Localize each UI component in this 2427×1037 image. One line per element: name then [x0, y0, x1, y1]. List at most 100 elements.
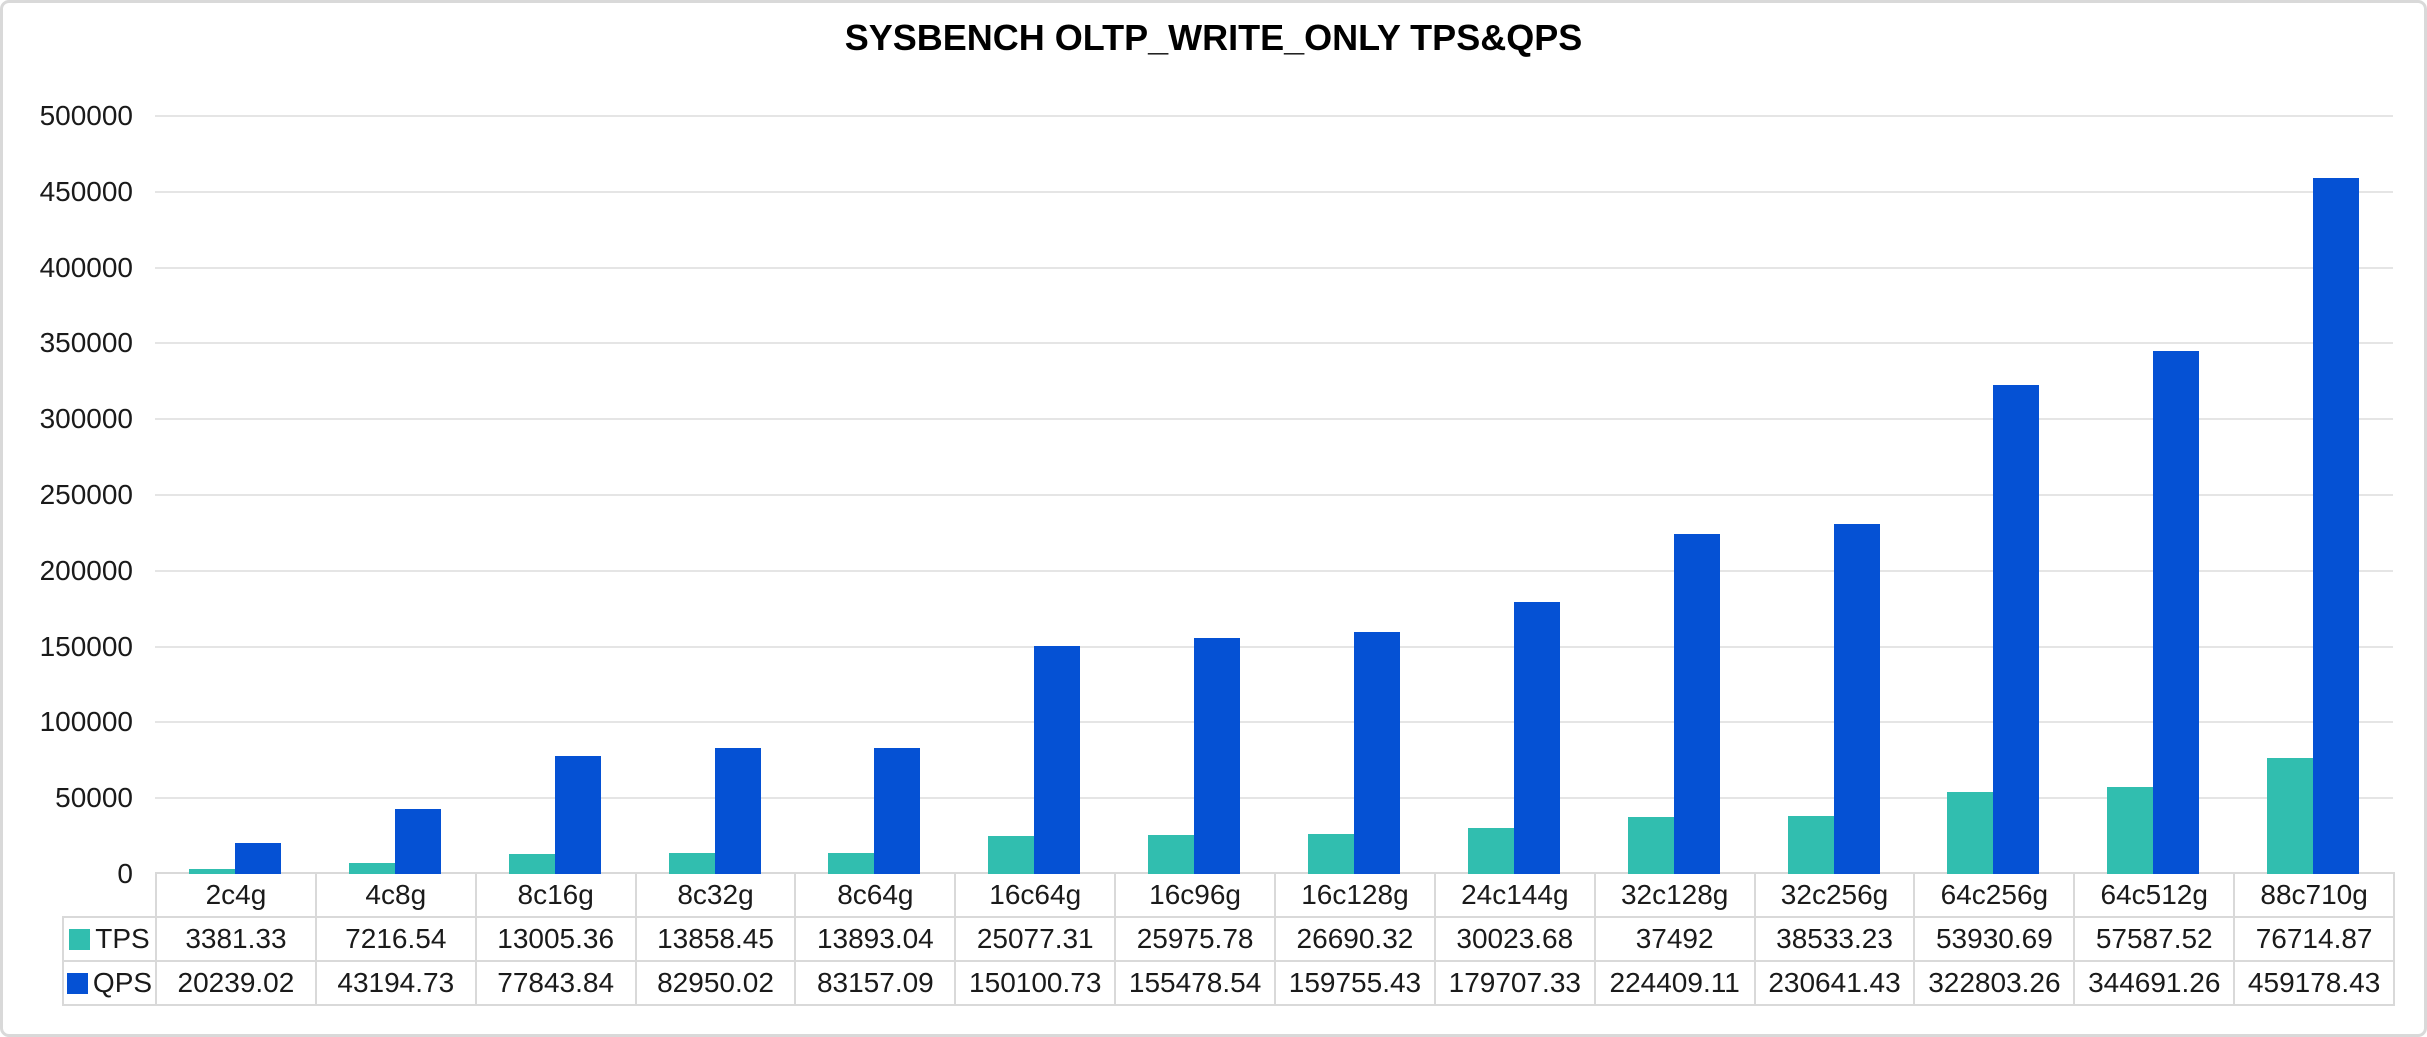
bar-tps-32c128g [1628, 817, 1674, 874]
bar-qps-2c4g [235, 843, 281, 874]
bar-tps-8c16g [509, 854, 555, 874]
y-axis-tick-label: 50000 [55, 782, 133, 813]
table-row-qps: QPS 20239.02 43194.73 77843.84 82950.02 83157… [62, 960, 2396, 1006]
category-header-8c32g: 8c32g [634, 872, 797, 918]
value-cell-tps-88c710g: 76714.87 [2233, 916, 2396, 962]
value-cell-qps-88c710g: 459178.43 [2233, 960, 2396, 1006]
bar-qps-8c64g [874, 748, 920, 874]
legend-key-qps: QPS [62, 960, 157, 1006]
category-header-88c710g: 88c710g [2233, 872, 2396, 918]
y-axis-tick-label: 250000 [39, 479, 133, 510]
y-axis-tick-label: 0 [117, 858, 133, 889]
value-cell-tps-32c256g: 38533.23 [1753, 916, 1916, 962]
category-header-16c128g: 16c128g [1274, 872, 1436, 918]
value-cell-qps-32c256g: 230641.43 [1753, 960, 1916, 1006]
bar-qps-4c8g [395, 809, 441, 874]
bar-qps-32c256g [1834, 524, 1880, 874]
bar-tps-2c4g [189, 869, 235, 874]
gridline-450000 [155, 191, 2393, 193]
value-cell-qps-32c128g: 224409.11 [1593, 960, 1756, 1006]
bar-qps-32c128g [1674, 534, 1720, 874]
gridline-150000 [155, 646, 2393, 648]
bar-tps-8c64g [828, 853, 874, 874]
y-axis-tick-label: 200000 [39, 555, 133, 586]
legend-swatch-qps [66, 973, 88, 994]
bar-qps-88c710g [2313, 178, 2359, 874]
value-cell-qps-16c96g: 155478.54 [1114, 960, 1277, 1006]
category-header-64c256g: 64c256g [1913, 872, 2076, 918]
bar-qps-8c32g [715, 748, 761, 874]
value-cell-qps-8c64g: 83157.09 [794, 960, 957, 1006]
bar-tps-16c96g [1148, 835, 1194, 874]
table-header-row: 2c4g 4c8g 8c16g 8c32g 8c64g 16c64g 16c96g 16c12… [63, 872, 2396, 918]
legend-label-tps: TPS [95, 923, 150, 954]
category-header-64c512g: 64c512g [2073, 872, 2236, 918]
category-header-4c8g: 4c8g [314, 872, 477, 918]
y-axis-tick-label: 150000 [39, 631, 133, 662]
bar-qps-16c64g [1034, 646, 1080, 874]
bar-tps-8c32g [669, 853, 715, 874]
value-cell-tps-32c128g: 37492 [1593, 916, 1756, 962]
value-cell-qps-16c64g: 150100.73 [954, 960, 1117, 1006]
gridline-350000 [155, 342, 2393, 344]
bar-qps-24c144g [1514, 602, 1560, 874]
data-table: 2c4g 4c8g 8c16g 8c32g 8c64g 16c64g 16c96g 16c12… [62, 872, 2396, 1006]
bar-tps-64c256g [1947, 792, 1993, 874]
value-cell-qps-8c32g: 82950.02 [634, 960, 797, 1006]
gridline-200000 [155, 570, 2393, 572]
gridline-100000 [155, 721, 2393, 723]
table-corner-cell [63, 873, 157, 918]
gridline-50000 [155, 797, 2393, 799]
value-cell-tps-24c144g: 30023.68 [1433, 916, 1596, 962]
gridline-300000 [155, 418, 2393, 420]
legend-key-tps: TPS [62, 916, 157, 962]
table-row-tps: TPS 3381.33 7216.54 13005.36 13858.45 13893.0… [62, 916, 2396, 962]
value-cell-qps-16c128g: 159755.43 [1274, 960, 1436, 1006]
value-cell-tps-64c256g: 53930.69 [1913, 916, 2076, 962]
y-axis-tick-label: 100000 [39, 706, 133, 737]
y-axis-tick-label: 400000 [39, 252, 133, 283]
legend-label-qps: QPS [92, 967, 153, 998]
bar-tps-4c8g [349, 863, 395, 874]
category-header-8c16g: 8c16g [474, 872, 637, 918]
chart-title: SYSBENCH OLTP_WRITE_ONLY TPS&QPS [844, 17, 1583, 58]
gridline-250000 [155, 494, 2393, 496]
bar-tps-24c144g [1468, 828, 1514, 874]
category-header-32c128g: 32c128g [1593, 872, 1756, 918]
value-cell-tps-2c4g: 3381.33 [155, 916, 317, 962]
category-header-24c144g: 24c144g [1433, 872, 1596, 918]
bar-qps-8c16g [555, 756, 601, 874]
value-cell-qps-64c512g: 344691.26 [2073, 960, 2236, 1006]
gridline-500000 [155, 115, 2393, 117]
category-header-16c64g: 16c64g [954, 872, 1117, 918]
category-header-32c256g: 32c256g [1753, 872, 1916, 918]
value-cell-qps-24c144g: 179707.33 [1433, 960, 1596, 1006]
value-cell-tps-8c16g: 13005.36 [474, 916, 637, 962]
value-cell-qps-8c16g: 77843.84 [474, 960, 637, 1006]
value-cell-tps-8c32g: 13858.45 [634, 916, 797, 962]
value-cell-tps-16c64g: 25077.31 [954, 916, 1117, 962]
bar-qps-64c512g [2153, 351, 2199, 874]
value-cell-qps-4c8g: 43194.73 [314, 960, 477, 1006]
bar-qps-16c128g [1354, 632, 1400, 874]
y-axis-tick-label: 300000 [39, 403, 133, 434]
category-header-16c96g: 16c96g [1114, 872, 1277, 918]
y-axis-tick-label: 500000 [39, 100, 133, 131]
bar-tps-88c710g [2267, 758, 2313, 874]
y-axis-tick-label: 450000 [39, 176, 133, 207]
category-header-2c4g: 2c4g [155, 872, 317, 918]
value-cell-tps-4c8g: 7216.54 [314, 916, 477, 962]
bar-qps-64c256g [1993, 385, 2039, 874]
bar-tps-64c512g [2107, 787, 2153, 874]
value-cell-qps-2c4g: 20239.02 [155, 960, 317, 1006]
gridline-400000 [155, 267, 2393, 269]
bar-tps-32c256g [1788, 816, 1834, 874]
legend-swatch-tps [69, 929, 91, 950]
value-cell-tps-8c64g: 13893.04 [794, 916, 957, 962]
value-cell-tps-64c512g: 57587.52 [2073, 916, 2236, 962]
y-axis-tick-label: 350000 [39, 327, 133, 358]
value-cell-tps-16c128g: 26690.32 [1274, 916, 1436, 962]
bar-qps-16c96g [1194, 638, 1240, 874]
value-cell-qps-64c256g: 322803.26 [1913, 960, 2076, 1006]
